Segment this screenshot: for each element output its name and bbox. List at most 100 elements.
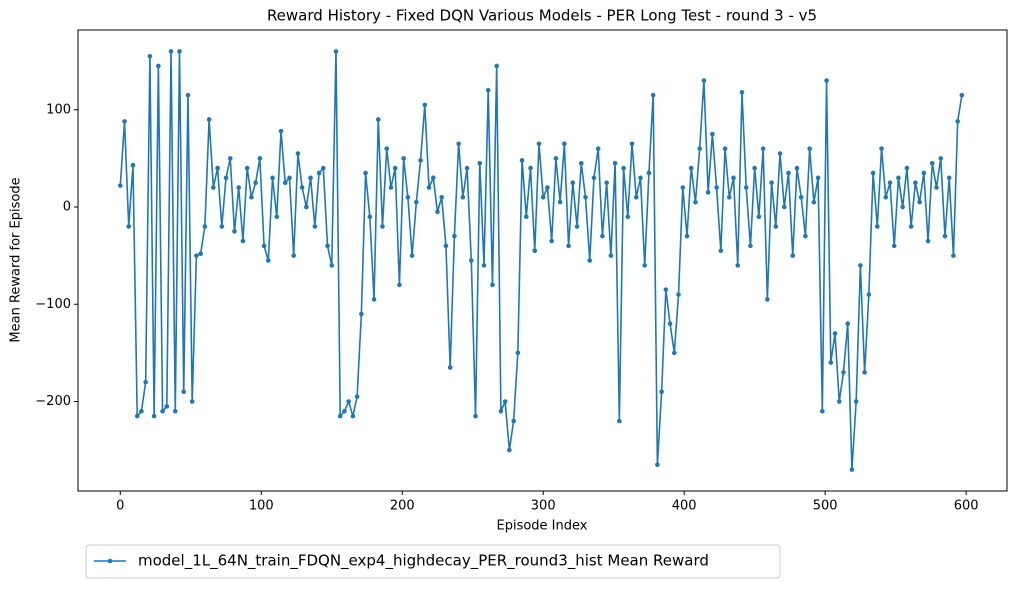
data-point bbox=[435, 209, 440, 215]
data-point bbox=[659, 389, 664, 395]
data-point bbox=[718, 248, 724, 254]
data-point bbox=[240, 238, 246, 244]
data-point bbox=[832, 331, 838, 336]
data-point bbox=[177, 49, 182, 54]
data-point bbox=[688, 165, 694, 171]
data-point bbox=[164, 404, 170, 409]
data-point bbox=[765, 297, 770, 302]
data-point bbox=[498, 408, 504, 414]
data-point bbox=[249, 194, 254, 200]
data-point bbox=[519, 158, 525, 163]
data-point bbox=[887, 180, 893, 185]
data-point bbox=[350, 413, 356, 419]
data-point bbox=[760, 146, 766, 151]
data-point bbox=[223, 175, 229, 181]
data-point bbox=[308, 175, 313, 181]
data-point bbox=[266, 258, 271, 263]
data-point bbox=[304, 204, 309, 210]
data-point bbox=[532, 248, 538, 254]
data-point bbox=[151, 413, 157, 419]
data-point bbox=[946, 175, 952, 181]
data-point bbox=[752, 165, 757, 171]
data-point bbox=[401, 156, 406, 161]
data-point bbox=[807, 146, 812, 151]
data-point bbox=[951, 253, 956, 258]
data-point bbox=[477, 160, 483, 166]
data-point bbox=[202, 224, 208, 229]
data-point bbox=[608, 253, 614, 258]
data-point bbox=[583, 194, 588, 200]
data-point bbox=[773, 224, 779, 229]
data-point bbox=[549, 238, 554, 244]
data-point bbox=[397, 282, 402, 288]
y-tick-label: 100 bbox=[46, 102, 71, 117]
data-point bbox=[346, 399, 351, 404]
data-point bbox=[756, 214, 762, 220]
data-point bbox=[160, 408, 165, 414]
data-point bbox=[955, 119, 960, 124]
data-point bbox=[253, 180, 258, 185]
data-point bbox=[528, 165, 533, 171]
data-point bbox=[612, 160, 618, 166]
data-point bbox=[629, 141, 635, 147]
data-point bbox=[938, 156, 944, 161]
data-point bbox=[781, 204, 787, 210]
data-point bbox=[883, 194, 889, 200]
data-point bbox=[523, 214, 529, 220]
data-point bbox=[130, 162, 136, 168]
data-point bbox=[896, 175, 901, 181]
data-point bbox=[295, 151, 301, 156]
data-point bbox=[862, 370, 867, 375]
data-point bbox=[168, 49, 174, 54]
data-point bbox=[384, 146, 390, 151]
data-point bbox=[790, 253, 796, 258]
data-point bbox=[731, 175, 736, 181]
data-point bbox=[879, 146, 884, 151]
data-point bbox=[333, 49, 339, 54]
data-point bbox=[739, 89, 745, 95]
data-point bbox=[473, 413, 478, 419]
data-point bbox=[638, 175, 643, 181]
data-point bbox=[198, 251, 203, 256]
data-point bbox=[557, 199, 563, 205]
legend-box bbox=[85, 544, 781, 579]
data-point bbox=[917, 199, 922, 205]
data-point bbox=[769, 180, 774, 185]
legend-marker bbox=[107, 558, 113, 564]
data-point bbox=[591, 175, 597, 181]
data-point bbox=[815, 175, 821, 181]
data-point bbox=[705, 190, 711, 195]
x-tick-label: 0 bbox=[116, 499, 124, 514]
data-point bbox=[134, 413, 140, 419]
data-point bbox=[215, 165, 220, 171]
data-point bbox=[452, 233, 457, 239]
data-point bbox=[490, 282, 495, 288]
data-point bbox=[570, 180, 576, 185]
data-point bbox=[693, 199, 698, 205]
data-point bbox=[676, 292, 681, 297]
data-point bbox=[278, 128, 284, 134]
data-point bbox=[414, 199, 419, 205]
data-point bbox=[156, 63, 161, 69]
data-point bbox=[866, 292, 872, 297]
data-point bbox=[329, 263, 335, 268]
data-point bbox=[934, 185, 939, 190]
data-point bbox=[206, 117, 212, 122]
data-point bbox=[481, 263, 487, 268]
y-tick-label: 0 bbox=[63, 200, 71, 215]
data-point bbox=[359, 311, 364, 317]
data-point bbox=[710, 131, 715, 137]
data-point bbox=[841, 370, 846, 375]
data-point bbox=[891, 243, 897, 249]
data-point bbox=[375, 117, 381, 122]
data-point bbox=[287, 175, 292, 181]
data-point bbox=[900, 204, 905, 210]
data-point bbox=[185, 92, 191, 98]
data-point bbox=[743, 185, 749, 190]
data-point bbox=[469, 258, 474, 263]
data-line bbox=[119, 51, 963, 470]
data-point bbox=[257, 156, 263, 161]
data-point bbox=[367, 214, 373, 220]
data-point bbox=[325, 243, 330, 249]
data-point bbox=[904, 165, 910, 171]
